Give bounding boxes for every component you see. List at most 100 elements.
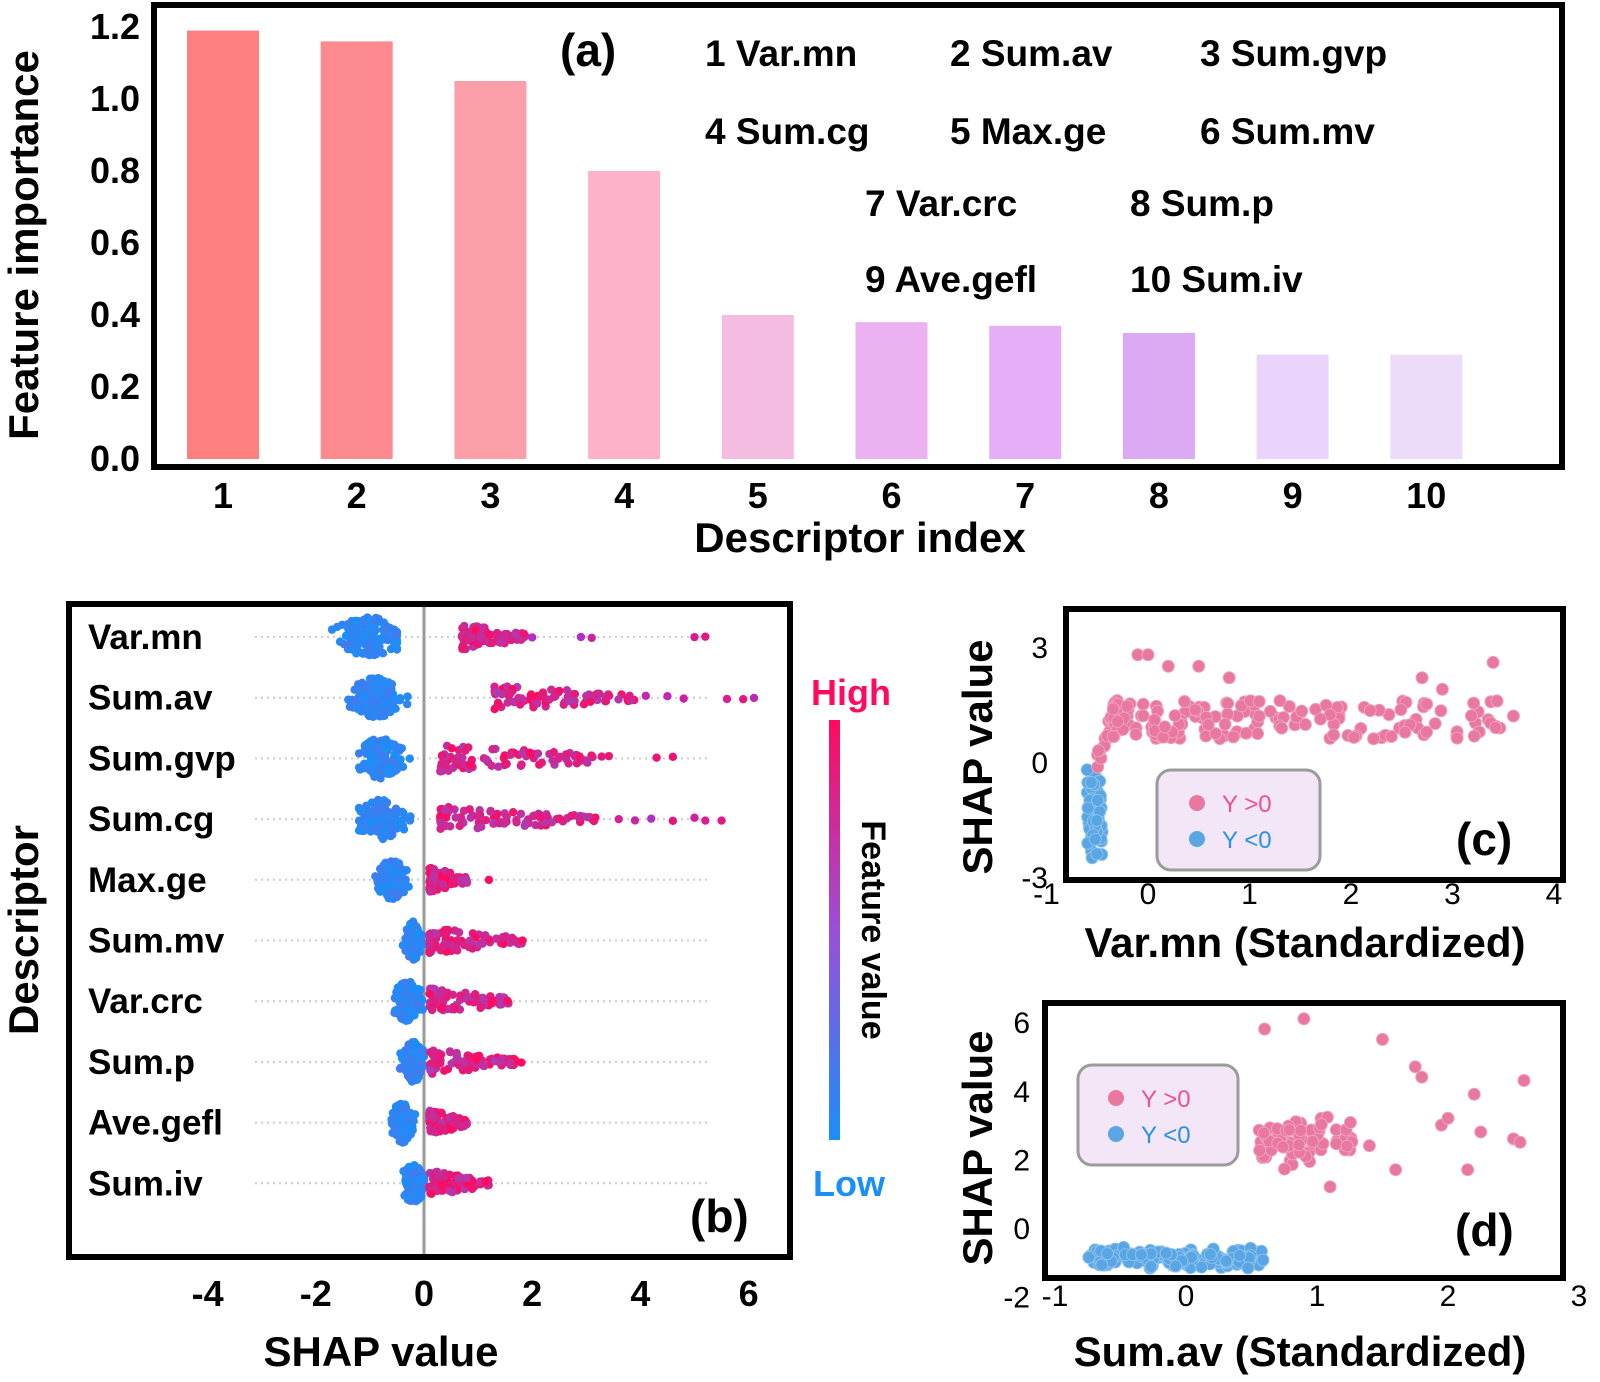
- dot-Sum.cg: [555, 814, 564, 823]
- dot-Sum.gvp: [597, 752, 606, 761]
- bar-1: [187, 30, 259, 459]
- dot-Sum.gvp: [374, 757, 383, 766]
- y-axis-label-d: SHAP value: [954, 1031, 1001, 1266]
- y-tick-d-2: 2: [1013, 1144, 1030, 1177]
- point-pos-c: [1434, 704, 1448, 718]
- x-tick-a-2: 2: [347, 475, 367, 516]
- dot-Sum.mv: [409, 937, 419, 947]
- dot-Var.mn: [485, 630, 494, 640]
- x-tick-d-0: 0: [1178, 1280, 1195, 1313]
- dot-Var.mn: [392, 638, 402, 648]
- point-pos-d: [1343, 1116, 1357, 1130]
- dot-Sum.gvp: [652, 753, 661, 762]
- dot-Sum.iv: [437, 1180, 446, 1190]
- x-tick-a-8: 8: [1149, 475, 1169, 516]
- dot-Sum.av: [395, 694, 405, 703]
- point-pos-c: [1201, 718, 1215, 732]
- shap-dots-b: [327, 613, 759, 1206]
- y-tick-c-0: 0: [1031, 747, 1048, 780]
- panel-label-a: (a): [560, 24, 616, 76]
- dot-Var.mn: [360, 633, 369, 642]
- dot-Var.crc: [390, 1008, 399, 1018]
- point-pos-c: [1129, 727, 1143, 741]
- point-neg-d: [1082, 1250, 1096, 1264]
- dot-Var.mn: [378, 649, 388, 658]
- dot-Sum.p: [396, 1049, 405, 1058]
- dot-Sum.p: [465, 1052, 474, 1061]
- x-tick-d-1: 1: [1309, 1280, 1326, 1313]
- dot-Var.crc: [414, 984, 423, 994]
- point-pos-c: [1415, 671, 1429, 685]
- dot-Sum.gvp: [502, 759, 511, 769]
- dot-Sum.mv: [492, 934, 501, 943]
- dot-Sum.mv: [413, 930, 422, 940]
- dot-Var.crc: [418, 996, 427, 1005]
- bar-10: [1390, 354, 1463, 459]
- dot-Sum.av: [402, 699, 412, 709]
- x-axis-label-c: Var.mn (Standardized): [1084, 919, 1525, 966]
- point-pos-d: [1277, 1162, 1291, 1176]
- legend-marker-neg-d: [1108, 1126, 1124, 1142]
- dot-Sum.iv: [409, 1184, 418, 1194]
- dot-Sum.gvp: [465, 760, 475, 770]
- dot-Var.crc: [400, 978, 410, 988]
- point-neg-d: [1256, 1253, 1270, 1267]
- point-pos-d: [1340, 1139, 1354, 1153]
- dot-Var.mn: [587, 633, 596, 643]
- point-pos-d: [1467, 1087, 1481, 1101]
- legend-box-d: [1076, 1063, 1240, 1167]
- dot-Sum.mv: [508, 935, 518, 945]
- dot-Sum.cg: [495, 819, 504, 828]
- dot-Var.mn: [492, 628, 502, 638]
- dot-Sum.cg: [647, 814, 656, 823]
- point-pos-c: [1136, 697, 1150, 711]
- dot-Sum.cg: [589, 816, 599, 826]
- dot-Ave.gefl: [462, 1120, 471, 1129]
- dot-Sum.av: [503, 698, 512, 707]
- dot-Var.mn: [701, 632, 710, 641]
- colorbar-title: Feature value: [854, 820, 892, 1039]
- point-pos-c: [1490, 694, 1504, 708]
- bar-6: [855, 322, 928, 459]
- x-tick-a-10: 10: [1406, 475, 1446, 516]
- dot-Ave.gefl: [396, 1112, 406, 1121]
- shap-dots-c: [1080, 648, 1520, 865]
- dot-Sum.p: [416, 1059, 426, 1069]
- y-tick-d-0: 0: [1013, 1213, 1030, 1246]
- dot-Sum.gvp: [549, 747, 558, 757]
- dot-Sum.cg: [547, 818, 557, 827]
- legend-label-pos-c: Y >0: [1222, 791, 1272, 818]
- dot-Max.ge: [429, 871, 439, 881]
- legend-label-neg-c: Y <0: [1222, 827, 1272, 854]
- x-tick-b-6: 6: [739, 1273, 759, 1314]
- dot-Sum.av: [749, 693, 759, 703]
- dot-Sum.av: [625, 691, 634, 701]
- dot-Sum.av: [586, 697, 595, 706]
- dot-Sum.gvp: [392, 765, 402, 774]
- point-pos-c: [1218, 717, 1232, 731]
- dot-Sum.p: [419, 1046, 428, 1055]
- x-tick-c-4: 4: [1546, 878, 1563, 911]
- point-neg-d: [1134, 1248, 1148, 1262]
- dot-Sum.gvp: [518, 748, 527, 758]
- point-neg-d: [1203, 1247, 1217, 1261]
- dot-Sum.gvp: [366, 752, 375, 762]
- colorbar-high-label: High: [811, 672, 891, 713]
- dot-Sum.cg: [436, 818, 445, 828]
- y-tick-d--2: -2: [1003, 1282, 1030, 1315]
- dot-Sum.mv: [478, 939, 487, 948]
- point-pos-c: [1420, 725, 1434, 739]
- point-neg-d: [1233, 1249, 1247, 1263]
- dot-Sum.cg: [455, 821, 464, 831]
- dot-Var.mn: [392, 645, 402, 654]
- feature-label-Var.mn: Var.mn: [88, 618, 203, 657]
- dot-Sum.mv: [425, 948, 434, 957]
- dot-Sum.mv: [499, 939, 508, 949]
- dot-Sum.av: [493, 688, 502, 697]
- dot-Sum.gvp: [506, 750, 515, 759]
- y-tick-a-1.0: 1.0: [90, 78, 140, 119]
- dot-Sum.cg: [690, 813, 699, 822]
- dot-Sum.mv: [408, 951, 418, 960]
- dot-Max.ge: [386, 857, 396, 866]
- point-pos-d: [1323, 1180, 1337, 1194]
